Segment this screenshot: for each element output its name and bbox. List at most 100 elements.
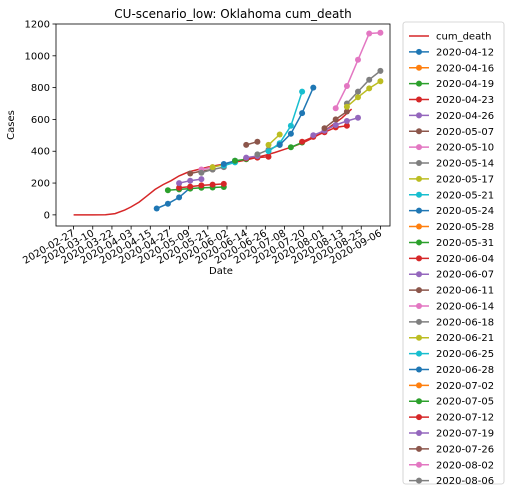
legend-marker <box>416 175 422 182</box>
legend-entry: 2020-05-17 <box>409 174 494 185</box>
legend-marker <box>416 80 422 87</box>
y-tick-label: 1200 <box>25 20 50 31</box>
data-point <box>176 180 183 187</box>
legend-label: 2020-05-31 <box>436 238 494 249</box>
legend-marker <box>416 96 422 103</box>
series-line <box>279 87 314 146</box>
data-point <box>198 169 205 176</box>
data-point <box>343 118 350 124</box>
data-point <box>332 116 339 123</box>
legend-entry: 2020-05-31 <box>409 238 494 249</box>
legend-label: 2020-07-26 <box>436 444 494 455</box>
data-point <box>254 138 261 145</box>
y-tick-label: 1000 <box>25 51 50 62</box>
series-2020-04-23 <box>176 180 227 191</box>
legend-marker <box>416 445 422 452</box>
legend-entry: 2020-06-07 <box>409 270 494 281</box>
data-point <box>377 78 384 85</box>
series-2020-06-21 <box>265 131 283 148</box>
legend-marker <box>416 287 422 294</box>
legend-entry: 2020-05-21 <box>409 190 494 201</box>
legend-entry: 2020-06-14 <box>409 301 494 312</box>
data-point <box>254 151 261 158</box>
legend-marker <box>416 239 422 246</box>
series-2020-07-26 <box>321 108 350 132</box>
legend-label: 2020-06-04 <box>436 254 494 265</box>
legend-entry: 2020-04-16 <box>409 63 494 74</box>
series-2020-08-06 <box>343 67 384 107</box>
legend-entry: 2020-07-19 <box>409 429 494 440</box>
series-line-cum-death <box>73 108 353 216</box>
data-point <box>343 122 350 129</box>
legend-entry: 2020-07-12 <box>409 413 494 424</box>
series-2020-06-11 <box>243 138 261 148</box>
legend-marker <box>416 382 422 389</box>
legend-label: 2020-04-12 <box>436 47 494 58</box>
legend-entry: 2020-04-19 <box>409 79 494 90</box>
legend-marker <box>416 271 422 278</box>
data-point <box>243 154 250 161</box>
series-line <box>346 70 381 105</box>
legend-entry: 2020-08-06 <box>409 476 494 487</box>
legend-marker <box>416 191 422 198</box>
data-point <box>220 161 227 167</box>
legend-label: 2020-06-11 <box>436 286 494 297</box>
legend-entry: 2020-06-25 <box>409 349 494 360</box>
legend-marker <box>416 160 422 167</box>
data-point <box>243 141 250 148</box>
legend-marker <box>416 350 422 357</box>
legend-label: 2020-04-19 <box>436 79 494 90</box>
data-point <box>343 103 350 110</box>
y-tick-label: 200 <box>31 179 50 190</box>
legend-label: 2020-08-02 <box>436 460 494 471</box>
series-2020-04-26 <box>176 176 205 187</box>
y-tick-label: 600 <box>31 115 50 126</box>
data-point <box>355 94 361 101</box>
legend-label: 2020-06-28 <box>436 365 494 376</box>
legend-entry: 2020-07-26 <box>409 444 494 455</box>
legend-marker <box>416 461 422 468</box>
chart-title: CU-scenario_low: Oklahoma cum_death <box>114 7 351 21</box>
data-point <box>164 187 171 194</box>
legend-entry: 2020-06-21 <box>409 333 494 344</box>
legend-marker <box>416 302 422 309</box>
data-point <box>332 105 339 112</box>
legend-label: 2020-06-14 <box>436 301 494 312</box>
data-point <box>287 122 294 129</box>
legend-marker <box>416 223 422 230</box>
data-point <box>287 144 294 151</box>
legend-marker <box>416 414 422 421</box>
legend-label: 2020-06-07 <box>436 270 494 281</box>
legend-marker <box>416 144 422 151</box>
legend-entry: 2020-08-02 <box>409 460 494 471</box>
legend-entry: 2020-07-02 <box>409 381 494 392</box>
legend-marker <box>416 128 422 135</box>
legend-label: 2020-07-05 <box>436 397 494 408</box>
series-2020-08-09 <box>343 78 384 110</box>
y-axis-title: Cases <box>6 110 17 140</box>
data-point <box>287 130 294 137</box>
series-line <box>268 91 303 152</box>
legend-entry: 2020-07-05 <box>409 397 494 408</box>
legend-label: 2020-04-26 <box>436 111 494 122</box>
legend-label: 2020-07-12 <box>436 413 494 424</box>
data-point <box>299 88 306 95</box>
legend-label: 2020-06-25 <box>436 349 494 360</box>
series-line <box>156 187 191 210</box>
data-point <box>366 30 373 37</box>
legend-entry: 2020-04-12 <box>409 47 494 58</box>
data-point <box>276 131 283 138</box>
legend-entry: 2020-05-14 <box>409 159 494 170</box>
data-point <box>355 56 361 63</box>
legend-label: 2020-06-21 <box>436 333 494 344</box>
data-point <box>355 88 361 95</box>
data-point <box>321 125 328 132</box>
legend-entry: 2020-05-24 <box>409 206 494 217</box>
plot-area-frame <box>55 23 391 227</box>
data-point <box>276 141 283 148</box>
legend-marker <box>416 255 422 262</box>
legend-entry: 2020-05-28 <box>409 222 494 233</box>
legend-entry: 2020-05-07 <box>409 127 494 138</box>
data-point <box>366 76 373 83</box>
